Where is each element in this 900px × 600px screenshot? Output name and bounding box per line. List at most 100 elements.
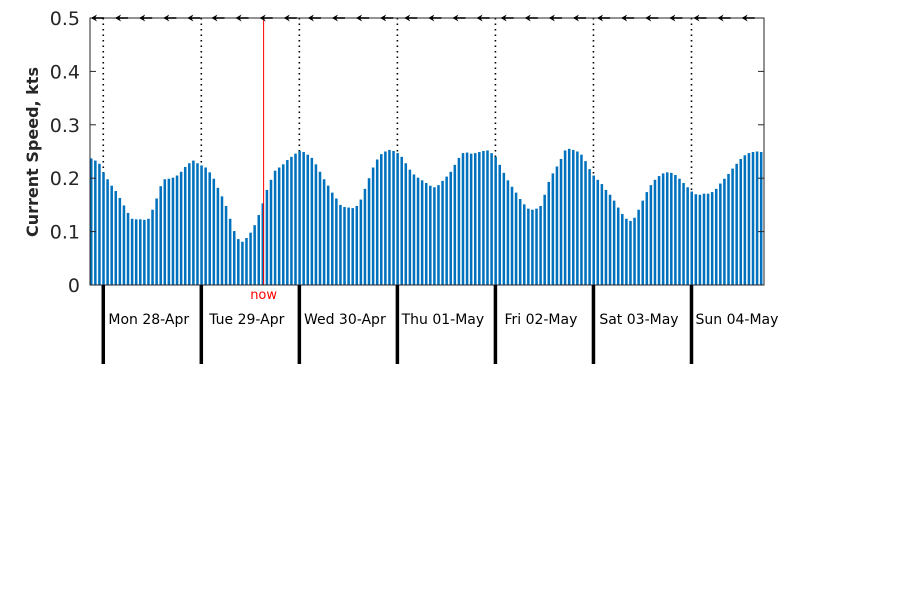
bar xyxy=(367,178,371,285)
arrow-head xyxy=(332,14,338,22)
day-label: Thu 01-May xyxy=(401,312,485,328)
bar xyxy=(396,153,399,285)
bar xyxy=(257,215,261,285)
bar xyxy=(706,193,710,285)
bar xyxy=(147,218,150,285)
bar xyxy=(269,179,273,285)
bar xyxy=(306,154,310,285)
bar xyxy=(424,183,428,285)
bar xyxy=(596,179,600,285)
day-labels: Mon 28-Apr Tue 29-Apr Wed 30-Apr Thu 01-May… xyxy=(108,312,778,328)
bar xyxy=(351,208,354,285)
bar xyxy=(755,151,759,285)
bar xyxy=(502,172,506,285)
arrow-head xyxy=(500,14,507,22)
bar xyxy=(453,164,457,285)
bar xyxy=(592,175,595,285)
y-tick-label: 0.5 xyxy=(50,8,80,30)
bar xyxy=(625,218,628,285)
bar xyxy=(175,175,179,285)
day-label: Sun 04-May xyxy=(696,312,779,328)
bar xyxy=(604,189,608,285)
bar xyxy=(294,153,297,285)
arrow-head xyxy=(573,14,579,22)
bar xyxy=(445,176,448,285)
bar xyxy=(665,172,669,285)
bar xyxy=(232,231,236,285)
bar xyxy=(686,187,689,285)
y-tick-label: 0.2 xyxy=(50,168,80,190)
bar xyxy=(380,154,383,285)
bar xyxy=(384,151,387,285)
day-label: Tue 29-Apr xyxy=(208,312,284,328)
bar xyxy=(237,239,240,285)
bar xyxy=(392,150,395,285)
bar xyxy=(139,219,142,285)
arrow-head xyxy=(259,14,266,22)
bar xyxy=(179,171,183,285)
bar xyxy=(347,207,350,285)
arrow-head xyxy=(741,14,748,22)
arrow-head xyxy=(717,14,724,22)
arrow-head xyxy=(380,14,387,22)
bar xyxy=(102,172,105,285)
bar xyxy=(408,169,412,285)
bar xyxy=(224,205,228,285)
y-tick-label: 0.4 xyxy=(50,61,80,83)
bar xyxy=(661,173,665,285)
bar xyxy=(212,178,216,285)
bar xyxy=(723,178,726,285)
bar xyxy=(522,204,526,285)
bar xyxy=(433,187,436,285)
bar xyxy=(261,203,265,285)
bar xyxy=(188,163,191,285)
bar xyxy=(535,208,538,285)
bar xyxy=(281,164,285,285)
arrow-head xyxy=(621,14,628,22)
bar xyxy=(159,186,162,285)
bar xyxy=(482,150,485,285)
bar xyxy=(192,160,195,285)
arrow-head xyxy=(404,14,411,22)
y-tick-label: 0.1 xyxy=(50,222,80,244)
bar xyxy=(416,177,420,285)
bar xyxy=(437,185,440,285)
day-label: Mon 28-Apr xyxy=(108,312,189,328)
bar xyxy=(539,205,542,285)
y-axis-label: Current Speed, kts xyxy=(23,67,42,237)
bar xyxy=(743,155,747,285)
bar xyxy=(163,179,167,285)
arrow-head xyxy=(645,14,652,22)
bar xyxy=(245,238,248,285)
bar xyxy=(441,180,444,285)
bar xyxy=(273,170,277,285)
bar xyxy=(363,188,367,285)
bar xyxy=(420,180,424,285)
bar xyxy=(759,152,763,285)
bar xyxy=(302,152,305,285)
arrow-head xyxy=(524,14,531,22)
bar xyxy=(200,165,203,285)
plot-frame xyxy=(89,17,765,286)
arrow-head xyxy=(91,14,97,22)
bar xyxy=(457,157,461,285)
arrow-head xyxy=(187,14,194,22)
bar xyxy=(171,177,175,285)
y-axis: 0 0.1 0.2 0.3 0.4 0.5 xyxy=(50,8,764,297)
bar xyxy=(694,194,698,285)
bar xyxy=(612,200,616,285)
bar xyxy=(559,158,563,285)
bar xyxy=(670,172,673,285)
arrow-head xyxy=(115,14,122,22)
bar xyxy=(735,163,738,285)
bar xyxy=(473,153,477,285)
bar xyxy=(98,163,101,285)
arrow-head xyxy=(211,14,218,22)
bar xyxy=(469,153,473,285)
bar xyxy=(682,183,685,285)
bar xyxy=(518,199,522,285)
bar xyxy=(551,173,555,285)
arrow-head xyxy=(693,14,700,22)
bar xyxy=(514,192,518,285)
bar xyxy=(527,208,530,285)
